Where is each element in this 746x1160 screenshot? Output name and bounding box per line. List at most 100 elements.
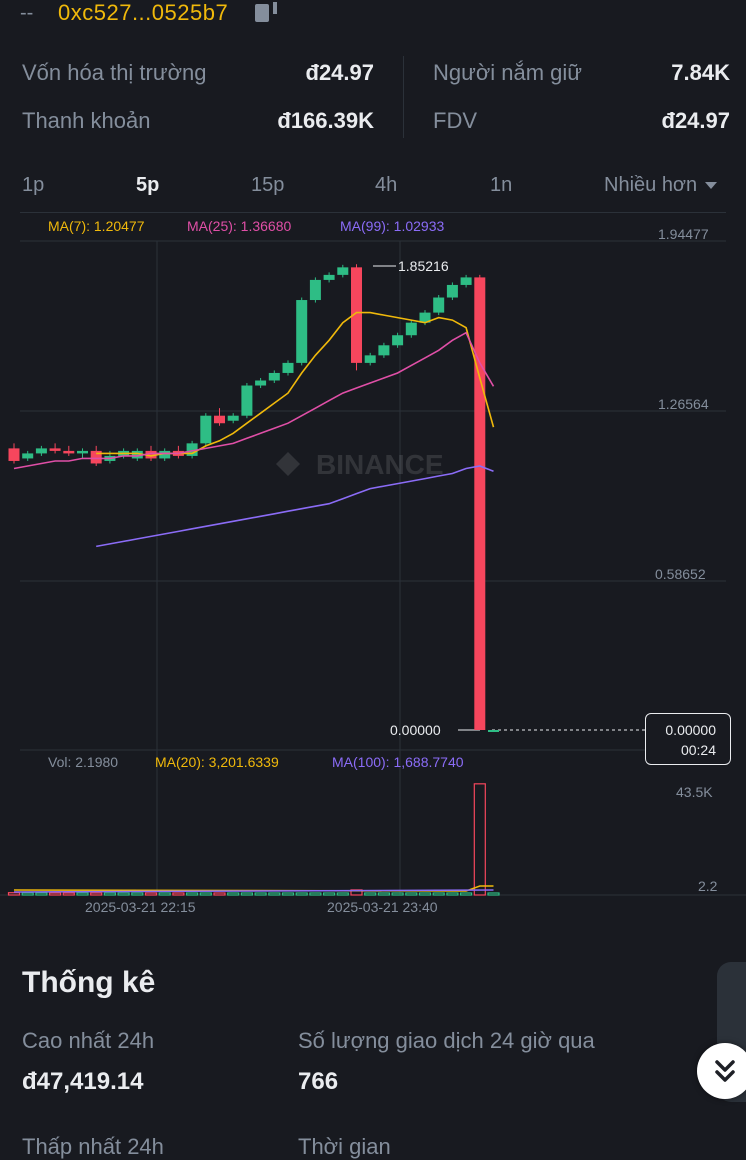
token-header: -- 0xc527...0525b7 — [0, 0, 746, 28]
tx24-value: 766 — [298, 1068, 339, 1095]
double-chevron-down-glyph — [715, 1060, 735, 1082]
candle-body — [22, 453, 34, 459]
tab-more[interactable]: Nhiều hơn — [604, 174, 718, 197]
volume-bar — [377, 892, 390, 896]
tab-1p[interactable]: 1p — [22, 174, 45, 196]
volume-bar — [309, 892, 322, 896]
tab-4h[interactable]: 4h — [375, 174, 398, 196]
tx24-label: Số lượng giao dịch 24 giờ qua — [298, 1028, 595, 1053]
high24-value: đ47,419.14 — [22, 1068, 144, 1095]
volume-bar — [186, 892, 199, 896]
vol-ma100-line — [13, 889, 494, 893]
volume-bar — [446, 892, 459, 896]
volume-bar — [117, 892, 130, 896]
header-dash: -- — [20, 2, 34, 24]
interval-tabs: 1p 5p 15p 4h 1n Nhiều hơn — [0, 168, 746, 204]
candle-body — [214, 415, 225, 424]
volume-bar — [48, 892, 62, 896]
candle-body — [419, 312, 431, 323]
candle-body — [255, 380, 267, 386]
ma-line — [13, 331, 495, 470]
candlestick-chart[interactable]: BINANCE 1.94477 1.26564 0.58652 1.85216 … — [0, 212, 746, 912]
liquidity-value: đ166.39K — [277, 108, 374, 133]
volume-bar — [199, 892, 212, 896]
holders-label: Người nắm giữ — [433, 60, 583, 85]
candle-body — [241, 385, 253, 416]
candle-body — [296, 300, 308, 363]
ma7-legend: MA(7): 1.20477 — [48, 218, 145, 234]
x-tick-label: 2025-03-21 23:40 — [327, 899, 438, 912]
candle-body — [63, 450, 75, 454]
double-chevron-down-icon[interactable] — [697, 1043, 746, 1099]
candle-body — [200, 415, 212, 444]
volume-bar — [103, 892, 117, 896]
fdv-label: FDV — [433, 108, 477, 133]
tab-1n[interactable]: 1n — [490, 174, 513, 196]
tab-more-label: Nhiều hơn — [604, 174, 698, 196]
volume-bar — [336, 892, 349, 896]
volume-bar — [295, 892, 308, 896]
ma25-legend: MA(25): 1.36680 — [187, 218, 292, 234]
volume-bar — [323, 892, 336, 896]
vol-tick-label: 43.5K — [676, 784, 713, 800]
low-marker-label: 0.00000 — [390, 722, 441, 738]
vol-tick-label: 2.2 — [698, 878, 718, 894]
volume-bar — [172, 892, 185, 896]
candle-body — [323, 274, 335, 280]
low24-label-cut: Thấp nhất 24h — [22, 1134, 164, 1159]
candle-body — [35, 448, 47, 454]
volume-bar — [144, 892, 158, 896]
stats-divider — [403, 56, 404, 138]
candle-body — [186, 443, 198, 456]
volume-bar — [62, 892, 75, 896]
badge-countdown: 00:24 — [680, 742, 716, 758]
time-label-cut: Thời gian — [298, 1134, 391, 1159]
y-tick-label: 1.94477 — [658, 226, 709, 242]
candle-body — [309, 279, 321, 301]
candle-body — [392, 335, 404, 346]
volume-bar — [460, 892, 473, 896]
volume-bar — [487, 892, 500, 896]
last-price-badge: 0.00000 00:24 — [645, 713, 731, 765]
volume-bar — [158, 892, 171, 896]
holders-value: 7.84K — [671, 60, 730, 85]
high24-label: Cao nhất 24h — [22, 1028, 155, 1053]
candle-body — [145, 450, 157, 459]
candle-body — [378, 345, 390, 356]
ma-line — [96, 465, 494, 548]
candle-body — [282, 362, 294, 373]
candle-body — [8, 448, 20, 461]
contract-address[interactable]: 0xc527...0525b7 — [58, 0, 229, 25]
tab-15p[interactable]: 15p — [251, 174, 285, 196]
volume-bar — [268, 892, 281, 896]
y-tick-label: 0.58652 — [655, 566, 706, 582]
volume-bar — [131, 892, 144, 896]
market-cap-value: đ24.97 — [305, 60, 375, 85]
candle-body — [446, 284, 458, 298]
x-tick-label: 2025-03-21 22:15 — [85, 899, 196, 912]
fdv-value: đ24.97 — [661, 108, 731, 133]
candle-body — [49, 448, 61, 451]
volume-bar — [7, 892, 21, 896]
volume-bar — [418, 892, 432, 896]
candle-body — [433, 297, 445, 313]
candle-body — [474, 277, 486, 730]
binance-watermark: BINANCE — [276, 449, 444, 480]
tabs-divider — [20, 212, 726, 213]
candle-body — [337, 267, 349, 275]
y-tick-label: 1.26564 — [658, 396, 709, 412]
volume-bar — [281, 892, 295, 896]
watermark-text: BINANCE — [316, 449, 444, 480]
vol-ma20-legend: MA(20): 3,201.6339 — [155, 754, 279, 770]
copy-icon[interactable] — [255, 2, 277, 22]
ma-line — [96, 311, 495, 457]
tab-5p[interactable]: 5p — [136, 174, 160, 196]
candle-body — [90, 450, 102, 464]
vol-legend: Vol: 2.1980 — [48, 754, 119, 770]
volume-bar — [76, 892, 89, 896]
high-marker-label: 1.85216 — [398, 258, 449, 274]
vol-ma100-legend: MA(100): 1,688.7740 — [332, 754, 464, 770]
candle-body — [227, 415, 239, 421]
ma99-legend: MA(99): 1.02933 — [340, 218, 445, 234]
candle-body — [364, 355, 376, 363]
